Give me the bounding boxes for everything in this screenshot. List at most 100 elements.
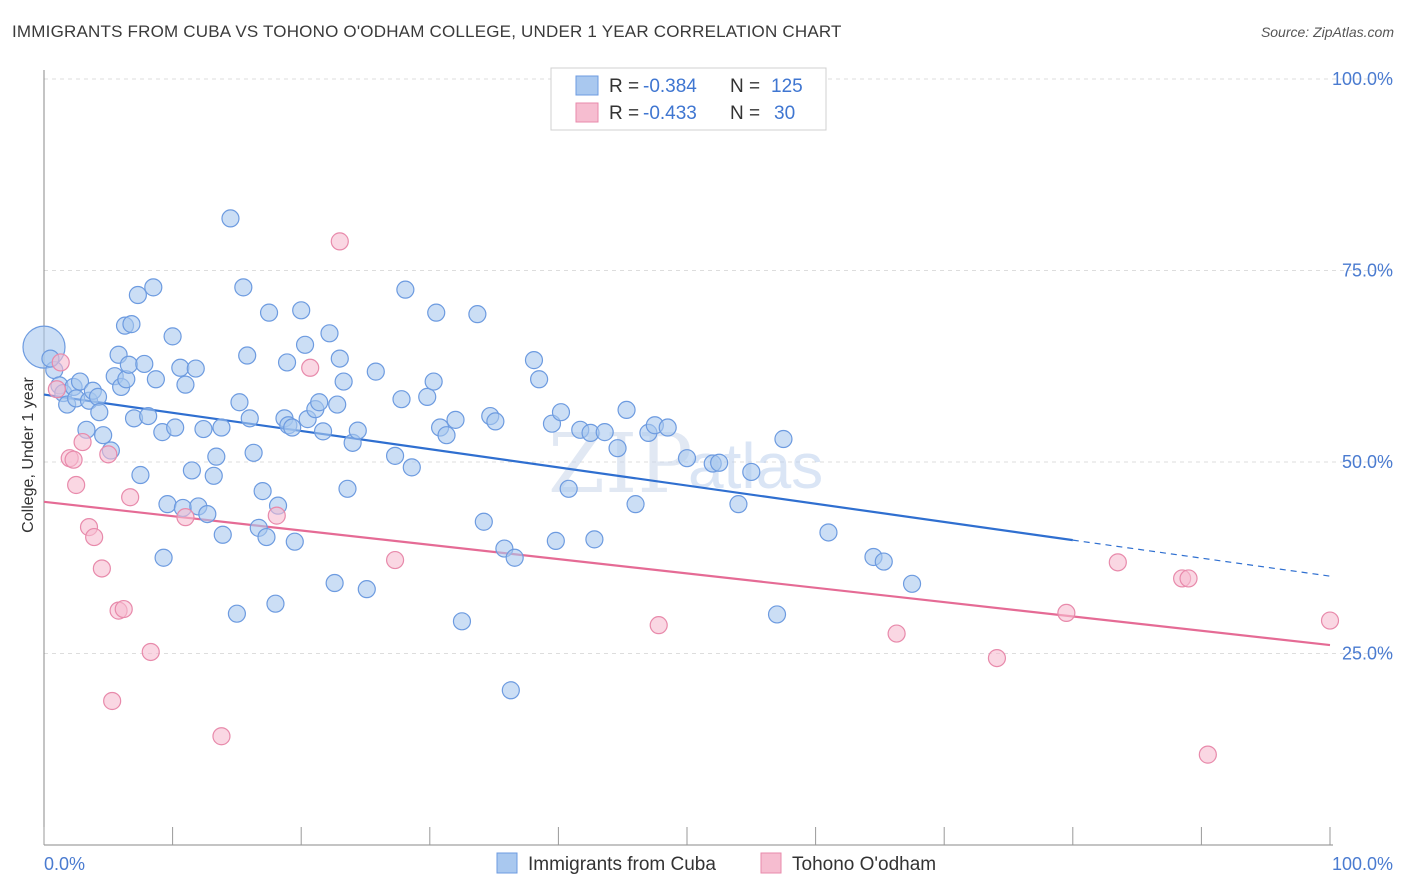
cuba-point	[501, 681, 520, 700]
bottom-legend-label-cuba: Immigrants from Cuba	[528, 854, 716, 875]
tohono-point	[649, 616, 668, 635]
tohono-point	[1198, 745, 1217, 764]
cuba-point	[452, 612, 472, 631]
tohono-point	[85, 527, 104, 547]
legend-r-value-pink: -0.433	[643, 103, 697, 124]
cuba-point	[182, 461, 201, 480]
cuba-point	[194, 419, 213, 439]
cuba-point	[70, 372, 90, 391]
legend-n-label-pink: N =	[730, 103, 760, 124]
cuba-point	[88, 387, 108, 406]
bottom-legend: Immigrants from Cuba Tohono O'odham	[496, 852, 936, 875]
cuba-point	[221, 209, 240, 228]
cuba-point	[227, 604, 246, 623]
cuba-point	[144, 278, 163, 297]
cuba-point	[437, 426, 456, 445]
tohono-point	[92, 559, 111, 578]
cuba-point	[392, 390, 411, 409]
cuba-point	[729, 495, 748, 514]
cuba-point	[119, 355, 138, 374]
source-label: Source: ZipAtlas.com	[1260, 24, 1394, 40]
tohono-point	[67, 475, 86, 495]
tohono-point	[1108, 553, 1127, 572]
cuba-point	[176, 375, 195, 394]
cuba-point	[240, 409, 259, 428]
tohono-point	[212, 727, 231, 746]
cuba-point	[505, 548, 524, 567]
cuba-point	[253, 482, 272, 501]
grid-lines	[44, 78, 1394, 654]
cuba-point	[348, 421, 367, 440]
y-tick-label: 100.0%	[1332, 69, 1393, 89]
tohono-point	[330, 232, 349, 251]
cuba-point	[266, 594, 285, 613]
cuba-point	[90, 403, 109, 422]
y-tick-label: 50.0%	[1342, 452, 1393, 472]
tohono-point	[64, 450, 83, 469]
tohono-point	[51, 353, 70, 372]
tohono-point	[1179, 569, 1198, 588]
tohono-point	[385, 550, 405, 570]
cuba-point	[819, 523, 838, 542]
cuba-point	[585, 530, 604, 549]
axes	[43, 70, 1333, 846]
bottom-legend-label-tohono: Tohono O'odham	[792, 854, 936, 875]
cuba-point	[402, 458, 421, 477]
tohono-point	[267, 506, 286, 525]
tohono-point	[1320, 611, 1340, 630]
cuba-point	[334, 372, 353, 391]
legend-n-value-pink: 30	[774, 103, 795, 124]
cuba-point	[418, 387, 437, 406]
legend-r-label-blue: R =	[609, 76, 639, 97]
cuba-point	[902, 574, 922, 593]
cuba-point	[186, 359, 205, 378]
data-points	[22, 209, 1340, 764]
legend-n-label-blue: N =	[730, 76, 760, 97]
cuba-point	[710, 453, 729, 472]
cuba-point	[259, 303, 279, 322]
cuba-point	[204, 466, 223, 485]
cuba-point	[277, 353, 297, 372]
bottom-legend-swatch-blue	[496, 852, 518, 874]
cuba-point	[486, 412, 505, 431]
tohono-point	[887, 624, 906, 643]
tohono-point	[141, 642, 160, 662]
cuba-trend-line	[43, 393, 1073, 542]
y-tick-label: 75.0%	[1342, 261, 1393, 281]
y-axis-title: College, Under 1 year	[20, 377, 37, 533]
cuba-point	[238, 346, 257, 365]
cuba-point	[283, 418, 302, 437]
cuba-point	[310, 393, 329, 412]
tohono-point	[987, 648, 1007, 668]
tohono-point	[121, 488, 140, 507]
cuba-point	[212, 418, 231, 437]
cuba-point	[330, 349, 349, 368]
cuba-point	[154, 548, 173, 567]
cuba-point	[257, 527, 276, 547]
x-axis-ticks	[43, 827, 1331, 845]
cuba-point	[874, 552, 893, 571]
cuba-point	[424, 372, 443, 391]
cuba-point	[313, 422, 333, 441]
cuba-point	[366, 362, 385, 381]
cuba-point	[171, 358, 190, 377]
cuba-point	[608, 439, 627, 458]
cuba-point	[626, 495, 645, 514]
cuba-point	[213, 525, 232, 544]
tohono-point	[1057, 603, 1076, 623]
cuba-point	[524, 351, 544, 370]
cuba-point	[427, 303, 446, 322]
cuba-point	[163, 327, 182, 346]
y-tick-labels: 25.0% 50.0% 75.0% 100.0%	[1332, 69, 1393, 664]
cuba-point	[530, 370, 549, 389]
legend-swatch-blue	[575, 75, 599, 96]
cuba-point	[559, 479, 578, 498]
cuba-point	[146, 370, 165, 389]
cuba-point	[230, 393, 249, 412]
cuba-point	[128, 285, 147, 305]
cuba-point	[396, 280, 415, 299]
tohono-point	[176, 508, 195, 527]
bottom-legend-swatch-pink	[760, 852, 782, 874]
cuba-point	[328, 395, 347, 414]
